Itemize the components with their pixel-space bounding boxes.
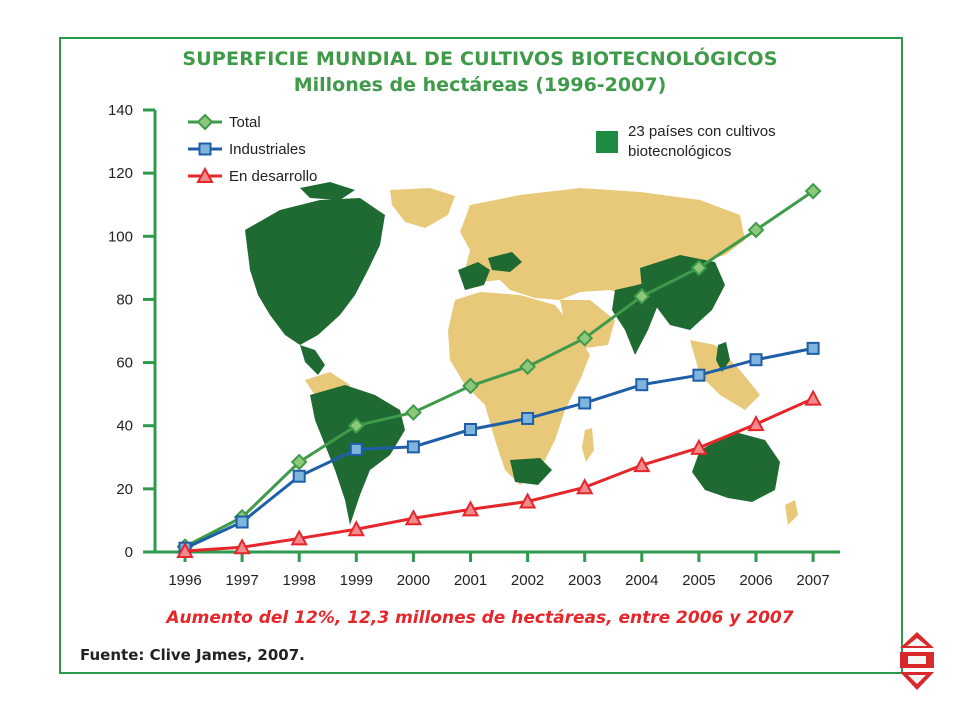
map-north-america: [245, 198, 385, 345]
data-point: [347, 417, 365, 435]
legend-marker: [196, 166, 214, 183]
chart-caption: Aumento del 12%, 12,3 millones de hectár…: [166, 608, 794, 628]
data-point: [290, 453, 308, 471]
map-south-africa: [510, 458, 552, 485]
legend-label: Total: [229, 114, 261, 131]
map-se-asia: [690, 340, 760, 410]
data-point: [806, 341, 820, 355]
x-tick-label: 2004: [625, 572, 658, 589]
data-point: [576, 478, 594, 495]
data-point: [235, 515, 249, 529]
data-point: [406, 440, 420, 454]
legend-marker: [198, 142, 212, 156]
y-tick-label: 60: [116, 355, 133, 372]
x-tick-label: 2002: [511, 572, 544, 589]
map-madagascar: [582, 428, 594, 462]
logo-icon: [900, 632, 934, 690]
data-point: [404, 509, 423, 526]
data-point: [176, 541, 194, 559]
data-point: [635, 378, 649, 392]
series-group: [176, 182, 822, 559]
y-tick-label: 80: [116, 291, 133, 308]
data-point: [578, 396, 592, 410]
data-point: [747, 415, 765, 432]
series-line-total: [184, 189, 814, 548]
map-legend-swatch: [596, 131, 618, 153]
x-tick-label: 2000: [397, 572, 430, 589]
data-point: [349, 442, 363, 456]
chart-title: SUPERFICIE MUNDIAL DE CULTIVOS BIOTECNOL…: [182, 48, 778, 70]
data-point: [464, 423, 477, 437]
data-point: [518, 492, 537, 509]
map-europe-west: [458, 262, 490, 290]
map-greenland: [390, 188, 455, 228]
series-line-industriales: [184, 346, 814, 550]
legend-label: Industriales: [229, 141, 306, 158]
data-point: [461, 500, 480, 517]
x-tick-label: 1999: [340, 572, 373, 589]
map-nz: [785, 500, 798, 525]
data-point: [633, 456, 651, 473]
data-point: [404, 404, 422, 421]
map-australia: [692, 432, 780, 502]
source-note: Fuente: Clive James, 2007.: [80, 646, 305, 664]
map-china: [640, 255, 725, 330]
data-point: [347, 520, 365, 537]
map-europe-central: [488, 252, 522, 272]
legend-label: En desarrollo: [229, 168, 317, 185]
chart-legend: Total Industriales En desarrollo: [188, 113, 317, 185]
series-line-en-desarrollo: [184, 397, 814, 553]
data-point: [233, 538, 251, 555]
x-tick-label: 2003: [568, 572, 601, 589]
data-point: [690, 259, 708, 277]
data-point: [292, 469, 306, 483]
y-tick-label: 20: [116, 481, 133, 498]
y-tick-label: 100: [108, 228, 133, 245]
axes: 0 20 40 60 80 100 120 140 1996 1997 1998 1999 2000 20…: [108, 102, 840, 589]
x-tick-label: 2007: [796, 572, 829, 589]
map-arabia: [560, 300, 615, 348]
y-tick-label: 0: [125, 544, 133, 561]
data-point: [519, 358, 537, 376]
x-tick-label: 1998: [283, 572, 316, 589]
chart-subtitle: Millones de hectáreas (1996-2007): [293, 74, 667, 96]
data-point: [747, 221, 765, 239]
map-canada-islands: [300, 182, 355, 200]
x-tick-label: 2005: [682, 572, 715, 589]
legend-marker: [196, 113, 214, 131]
x-tick-label: 2006: [739, 572, 772, 589]
y-tick-label: 140: [108, 102, 133, 119]
data-point: [290, 529, 308, 546]
map-philippines: [716, 342, 730, 372]
data-point: [749, 353, 763, 367]
data-point: [690, 438, 708, 455]
map-central-america: [300, 345, 325, 375]
data-point: [804, 389, 822, 406]
map-africa: [448, 292, 590, 485]
data-point: [633, 287, 651, 305]
x-tick-label: 1996: [168, 572, 201, 589]
data-point: [804, 182, 822, 200]
x-tick-label: 1997: [225, 572, 258, 589]
y-tick-label: 40: [116, 418, 133, 435]
world-map-illustration: 23 países con cultivos biotecnológicos: [245, 123, 798, 525]
map-legend-line1: 23 países con cultivos: [628, 123, 776, 140]
y-tick-label: 120: [108, 165, 133, 182]
x-tick-label: 2001: [454, 572, 487, 589]
data-point: [462, 377, 479, 395]
data-point: [576, 329, 594, 347]
data-point: [521, 411, 535, 425]
map-india: [612, 282, 660, 355]
data-point: [692, 368, 706, 382]
map-legend-line2: biotecnológicos: [628, 143, 731, 160]
